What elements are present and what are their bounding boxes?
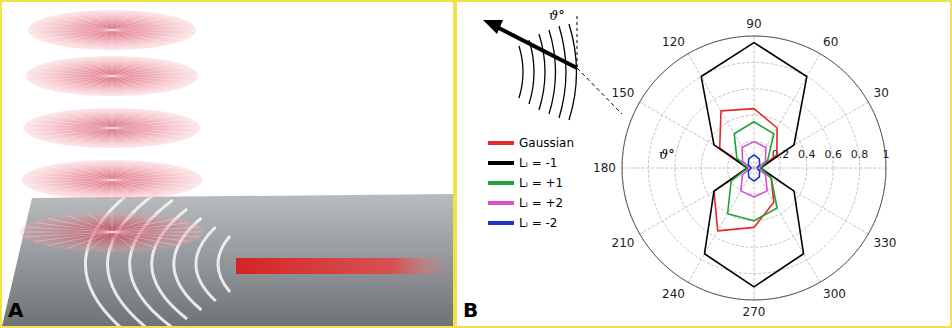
svg-text:180: 180 [593, 161, 616, 175]
svg-text:Lᵢ = -1: Lᵢ = -1 [519, 156, 557, 170]
svg-text:ϑ°: ϑ° [549, 8, 565, 23]
svg-text:Gaussian: Gaussian [519, 136, 574, 150]
svg-text:0.8: 0.8 [851, 148, 869, 161]
svg-text:270: 270 [743, 305, 766, 319]
svg-text:0.6: 0.6 [824, 148, 842, 161]
html-text:A: A [8, 298, 24, 322]
html-text:B: B [463, 298, 479, 322]
svg-text:150: 150 [612, 86, 635, 100]
svg-text:240: 240 [662, 287, 685, 301]
svg-text:0.4: 0.4 [798, 148, 816, 161]
svg-text:120: 120 [662, 35, 685, 49]
svg-text:ϑ°: ϑ° [659, 147, 675, 162]
svg-text:Lᵢ = +2: Lᵢ = +2 [519, 196, 563, 210]
svg-text:60: 60 [823, 35, 838, 49]
svg-text:30: 30 [874, 86, 889, 100]
svg-text:90: 90 [746, 17, 761, 31]
svg-text:210: 210 [612, 236, 635, 250]
svg-text:300: 300 [823, 287, 846, 301]
svg-text:330: 330 [874, 236, 897, 250]
svg-text:1: 1 [883, 148, 890, 161]
svg-text:Lᵢ = -2: Lᵢ = -2 [519, 216, 557, 230]
svg-text:0.2: 0.2 [771, 148, 790, 161]
svg-text:Lᵢ = +1: Lᵢ = +1 [519, 176, 563, 190]
